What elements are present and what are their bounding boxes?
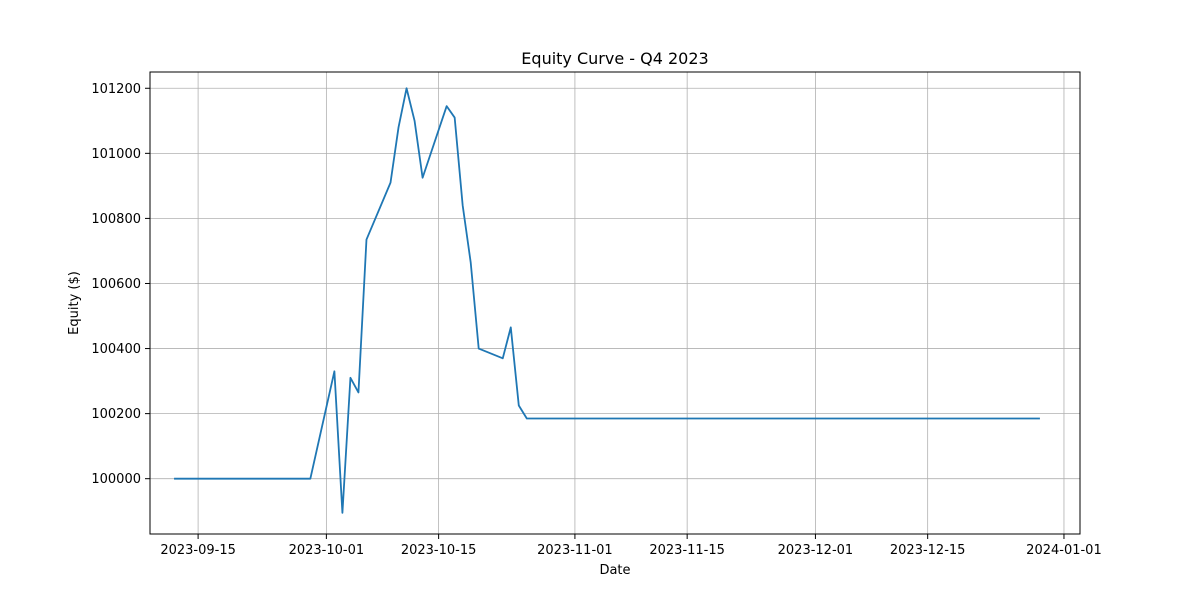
x-tick-label: 2023-11-15 (649, 543, 725, 558)
y-tick-label: 100200 (91, 407, 141, 422)
y-tick-label: 100000 (91, 472, 141, 487)
x-tick-label: 2023-11-01 (537, 543, 613, 558)
y-axis-title: Equity ($) (67, 271, 82, 335)
x-tick-label: 2023-12-15 (890, 543, 966, 558)
x-tick-label: 2024-01-01 (1026, 543, 1102, 558)
y-tick-label: 101200 (91, 82, 141, 97)
grid-lines (150, 72, 1080, 534)
x-axis-title: Date (599, 563, 630, 578)
equity-series-line (174, 87, 1040, 514)
y-tick-label: 100800 (91, 212, 141, 227)
y-axis-ticks: 100000 100200 100400 100600 100800 101000 1012… (91, 82, 150, 487)
y-tick-label: 100400 (91, 342, 141, 357)
y-tick-label: 100600 (91, 277, 141, 292)
chart-title: Equity Curve - Q4 2023 (521, 49, 708, 68)
x-tick-label: 2023-12-01 (778, 543, 854, 558)
series-layer (174, 87, 1040, 514)
x-tick-label: 2023-10-15 (401, 543, 477, 558)
y-tick-label: 101000 (91, 147, 141, 162)
x-axis-ticks: 2023-09-15 2023-10-01 2023-10-15 2023-11-01… (160, 534, 1102, 558)
x-tick-label: 2023-09-15 (160, 543, 236, 558)
x-tick-label: 2023-10-01 (289, 543, 365, 558)
plot-frame (149, 71, 1081, 535)
